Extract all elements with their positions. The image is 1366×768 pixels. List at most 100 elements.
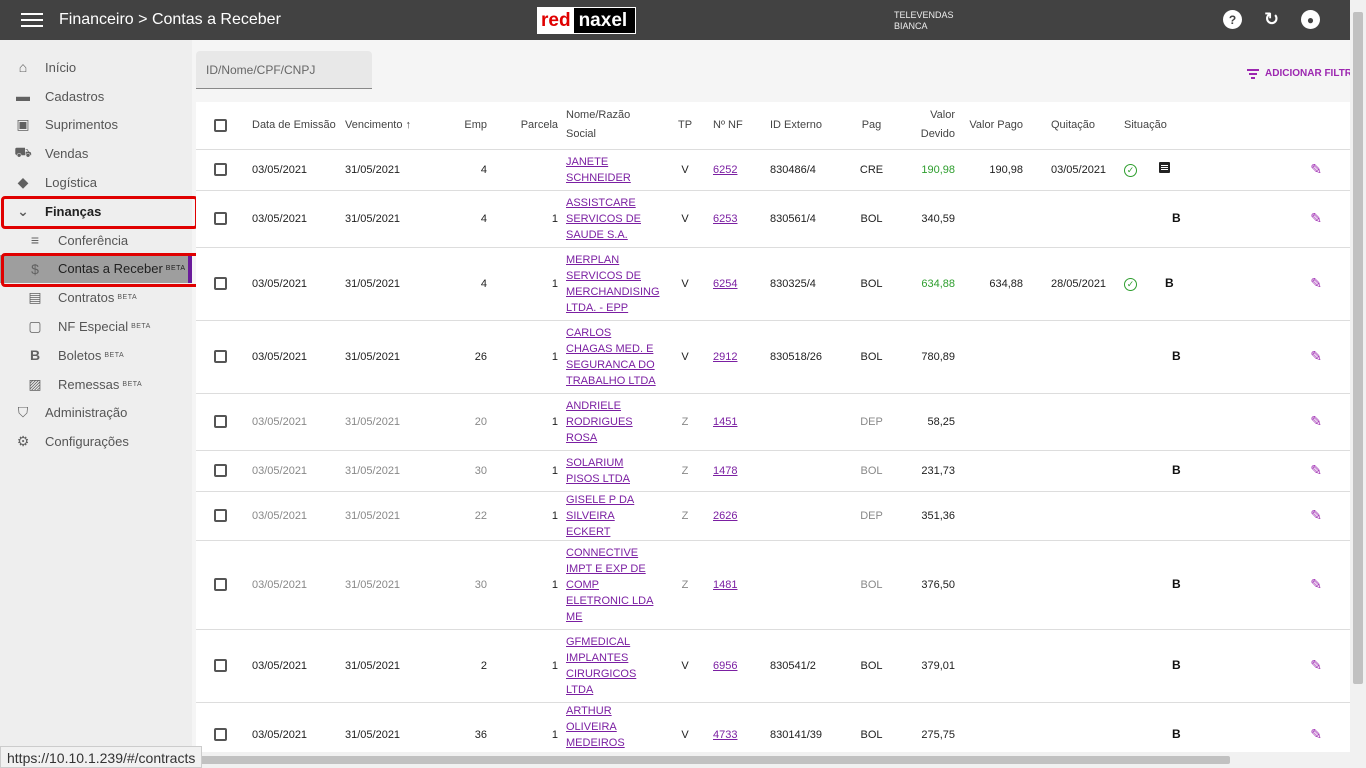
boleto-icon[interactable]: B bbox=[1172, 349, 1181, 363]
add-filter-button[interactable]: ADICIONAR FILTR bbox=[1247, 68, 1352, 79]
nf-link[interactable]: 6252 bbox=[713, 163, 738, 176]
sidebar-item-configuracoes[interactable]: ⚙ Configurações bbox=[0, 427, 192, 456]
sidebar-item-administracao[interactable]: ⛉ Administração bbox=[0, 399, 192, 428]
row-checkbox[interactable] bbox=[214, 163, 227, 176]
row-checkbox[interactable] bbox=[214, 350, 227, 363]
sidebar-item-boletos[interactable]: B Boletos BETA bbox=[0, 341, 192, 370]
sidebar-item-suprimentos[interactable]: ▣ Suprimentos bbox=[0, 111, 192, 140]
edit-icon[interactable]: ✎ bbox=[1310, 347, 1322, 364]
horizontal-scrollbar[interactable] bbox=[0, 752, 1350, 768]
header-devido[interactable]: Valor Devido bbox=[894, 102, 959, 150]
cell-emp: 26 bbox=[437, 320, 491, 394]
boleto-icon[interactable]: B bbox=[1172, 577, 1181, 591]
header-situacao[interactable]: Situação bbox=[1120, 102, 1233, 150]
header-emissao[interactable]: Data de Emissão bbox=[248, 102, 341, 150]
boleto-icon[interactable]: B bbox=[1172, 727, 1181, 741]
cell-nome: ASSISTCARE SERVICOS DE SAUDE S.A. bbox=[562, 190, 661, 248]
edit-icon[interactable]: ✎ bbox=[1310, 656, 1322, 673]
vertical-scrollbar[interactable] bbox=[1350, 0, 1366, 768]
chevron-down-icon: ⌄ bbox=[17, 202, 29, 219]
client-link[interactable]: GFMEDICAL IMPLANTES CIRURGICOS LTDA bbox=[566, 635, 637, 696]
row-checkbox[interactable] bbox=[214, 578, 227, 591]
client-link[interactable]: JANETE SCHNEIDER bbox=[566, 155, 631, 184]
boleto-icon[interactable]: B bbox=[1165, 276, 1174, 290]
header-pago[interactable]: Valor Pago bbox=[959, 102, 1027, 150]
edit-icon[interactable]: ✎ bbox=[1310, 725, 1322, 742]
edit-icon[interactable]: ✎ bbox=[1310, 209, 1322, 226]
header-nf[interactable]: Nº NF bbox=[709, 102, 766, 150]
cell-quitacao bbox=[1027, 450, 1120, 492]
client-link[interactable]: ANDRIELE RODRIGUES ROSA bbox=[566, 399, 633, 444]
boleto-icon[interactable]: B bbox=[1172, 211, 1181, 225]
sidebar-item-logistica[interactable]: ◆ Logística bbox=[0, 168, 192, 197]
header-parcela[interactable]: Parcela bbox=[491, 102, 562, 150]
sidebar-item-cadastros[interactable]: ▬ Cadastros bbox=[0, 82, 192, 111]
sidebar-item-vendas[interactable]: ⛟ Vendas bbox=[0, 139, 192, 168]
header-idext[interactable]: ID Externo bbox=[766, 102, 849, 150]
sidebar-item-remessas[interactable]: ▨ Remessas BETA bbox=[0, 370, 192, 399]
header-tp[interactable]: TP bbox=[661, 102, 709, 150]
nf-link[interactable]: 2626 bbox=[713, 509, 738, 522]
help-icon[interactable]: ? bbox=[1223, 10, 1242, 29]
sidebar-item-contratos[interactable]: ▤ Contratos BETA bbox=[0, 283, 192, 312]
shield-icon: ⛉ bbox=[17, 404, 29, 421]
cell-devido: 379,01 bbox=[894, 629, 959, 703]
cell-nome: ANDRIELE RODRIGUES ROSA bbox=[562, 393, 661, 451]
cell-actions: ✎ bbox=[1233, 629, 1350, 703]
vertical-scrollbar-thumb[interactable] bbox=[1353, 12, 1363, 684]
nf-link[interactable]: 4733 bbox=[713, 728, 738, 741]
boleto-icon[interactable]: B bbox=[1172, 463, 1181, 477]
header-nome[interactable]: Nome/Razão Social bbox=[562, 102, 661, 150]
header-quitacao[interactable]: Quitação bbox=[1027, 102, 1120, 150]
header-pag[interactable]: Pag bbox=[849, 102, 894, 150]
row-checkbox-cell bbox=[196, 247, 248, 321]
sidebar-item-label: Logística bbox=[45, 175, 98, 191]
nf-link[interactable]: 6253 bbox=[713, 212, 738, 225]
edit-icon[interactable]: ✎ bbox=[1310, 506, 1322, 523]
edit-icon[interactable]: ✎ bbox=[1310, 274, 1322, 291]
row-checkbox[interactable] bbox=[214, 464, 227, 477]
account-icon[interactable]: ● bbox=[1301, 10, 1320, 29]
nf-link[interactable]: 1481 bbox=[713, 578, 738, 591]
menu-icon[interactable] bbox=[21, 13, 43, 27]
beta-badge: BETA bbox=[117, 294, 138, 302]
nf-link[interactable]: 1478 bbox=[713, 464, 738, 477]
client-link[interactable]: CONNECTIVE IMPT E EXP DE COMP ELETRONIC … bbox=[566, 546, 654, 623]
row-checkbox[interactable] bbox=[214, 415, 227, 428]
sidebar-item-inicio[interactable]: ⌂ Início bbox=[0, 53, 192, 82]
boleto-icon[interactable]: B bbox=[1172, 658, 1181, 672]
refresh-icon[interactable]: ↻ bbox=[1263, 9, 1280, 29]
receipt-icon[interactable] bbox=[1159, 161, 1170, 173]
row-checkbox[interactable] bbox=[214, 277, 227, 290]
select-all-checkbox[interactable] bbox=[214, 118, 227, 132]
edit-icon[interactable]: ✎ bbox=[1310, 461, 1322, 478]
client-link[interactable]: MERPLAN SERVICOS DE MERCHANDISING LTDA. … bbox=[566, 253, 660, 314]
client-link[interactable]: CARLOS CHAGAS MED. E SEGURANCA DO TRABAL… bbox=[566, 326, 656, 387]
sidebar-item-contas-a-receber[interactable]: $ Contas a Receber BETA bbox=[0, 254, 192, 284]
edit-icon[interactable]: ✎ bbox=[1310, 412, 1322, 429]
nf-link[interactable]: 6254 bbox=[713, 277, 738, 290]
sidebar-item-nf-especial[interactable]: ▢ NF Especial BETA bbox=[0, 312, 192, 341]
edit-icon[interactable]: ✎ bbox=[1310, 575, 1322, 592]
client-link[interactable]: ASSISTCARE SERVICOS DE SAUDE S.A. bbox=[566, 196, 641, 241]
client-link[interactable]: GISELE P DA SILVEIRA ECKERT bbox=[566, 493, 635, 538]
cell-emp: 20 bbox=[437, 393, 491, 451]
row-checkbox[interactable] bbox=[214, 212, 227, 225]
cell-nf: 6956 bbox=[709, 629, 766, 703]
edit-icon[interactable]: ✎ bbox=[1310, 160, 1322, 177]
row-checkbox[interactable] bbox=[214, 728, 227, 741]
sidebar-item-financas[interactable]: ⌄ Finanças bbox=[0, 197, 192, 226]
horizontal-scrollbar-thumb[interactable] bbox=[196, 756, 1230, 764]
row-checkbox[interactable] bbox=[214, 509, 227, 522]
header-vencimento[interactable]: Vencimento ↑ bbox=[341, 102, 437, 150]
cell-nf: 4733 bbox=[709, 702, 766, 752]
search-input[interactable]: ID/Nome/CPF/CNPJ bbox=[196, 51, 372, 89]
nf-link[interactable]: 6956 bbox=[713, 659, 738, 672]
nf-link[interactable]: 2912 bbox=[713, 350, 738, 363]
header-emp[interactable]: Emp bbox=[437, 102, 491, 150]
nf-link[interactable]: 1451 bbox=[713, 415, 738, 428]
client-link[interactable]: SOLARIUM PISOS LTDA bbox=[566, 456, 630, 485]
sidebar-item-conferencia[interactable]: ≡ Conferência bbox=[0, 226, 192, 255]
row-checkbox[interactable] bbox=[214, 659, 227, 672]
client-link[interactable]: ARTHUR OLIVEIRA MEDEIROS EIRELI bbox=[566, 704, 625, 749]
